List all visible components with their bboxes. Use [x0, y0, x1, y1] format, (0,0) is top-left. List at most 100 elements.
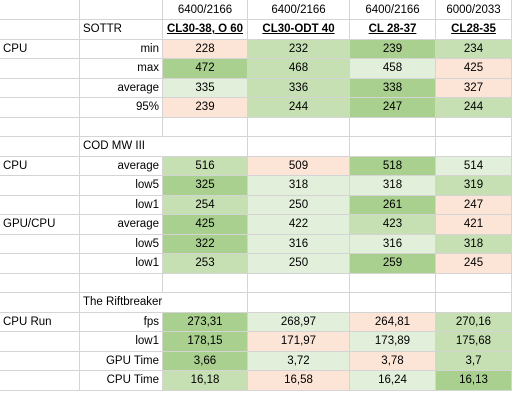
value-cell[interactable]: 318: [350, 176, 436, 196]
group-label-cell[interactable]: [0, 254, 80, 274]
value-cell[interactable]: 472: [163, 59, 248, 79]
value-cell[interactable]: 327: [436, 78, 512, 98]
value-cell[interactable]: 253: [163, 254, 248, 274]
value-cell[interactable]: 244: [436, 98, 512, 118]
cell-empty[interactable]: [163, 293, 248, 313]
value-cell[interactable]: 318: [248, 176, 350, 196]
value-cell[interactable]: 16,13: [436, 371, 512, 391]
cell-empty[interactable]: [80, 0, 163, 20]
value-cell[interactable]: 247: [436, 195, 512, 215]
value-cell[interactable]: 509: [248, 156, 350, 176]
value-cell[interactable]: 316: [248, 234, 350, 254]
game-title-cell[interactable]: The Riftbreaker: [80, 293, 163, 313]
group-label-cell[interactable]: [0, 59, 80, 79]
metric-label-cell[interactable]: low5: [80, 176, 163, 196]
value-cell[interactable]: 319: [436, 176, 512, 196]
value-cell[interactable]: 171,97: [248, 332, 350, 352]
value-cell[interactable]: 268,97: [248, 312, 350, 332]
value-cell[interactable]: 335: [163, 78, 248, 98]
cell-empty[interactable]: [0, 273, 80, 293]
value-cell[interactable]: 322: [163, 234, 248, 254]
value-cell[interactable]: 250: [248, 254, 350, 274]
value-cell[interactable]: 3,72: [248, 351, 350, 371]
group-label-cell[interactable]: [0, 351, 80, 371]
value-cell[interactable]: 325: [163, 176, 248, 196]
metric-label-cell[interactable]: low1: [80, 254, 163, 274]
value-cell[interactable]: 3,66: [163, 351, 248, 371]
config-frequency-cell[interactable]: 6400/2166: [163, 0, 248, 20]
cell-empty[interactable]: [80, 273, 163, 293]
value-cell[interactable]: 3,78: [350, 351, 436, 371]
metric-label-cell[interactable]: low1: [80, 195, 163, 215]
group-label-cell[interactable]: CPU: [0, 39, 80, 59]
value-cell[interactable]: 247: [350, 98, 436, 118]
metric-label-cell[interactable]: 95%: [80, 98, 163, 118]
value-cell[interactable]: 516: [163, 156, 248, 176]
value-cell[interactable]: 338: [350, 78, 436, 98]
value-cell[interactable]: 232: [248, 39, 350, 59]
game-title-cell[interactable]: SOTTR: [80, 20, 163, 40]
cell-empty[interactable]: [350, 117, 436, 137]
metric-label-cell[interactable]: fps: [80, 312, 163, 332]
config-frequency-cell[interactable]: 6400/2166: [248, 0, 350, 20]
cell-empty[interactable]: [248, 117, 350, 137]
value-cell[interactable]: 336: [248, 78, 350, 98]
cell-empty[interactable]: [248, 137, 350, 157]
group-label-cell[interactable]: [0, 371, 80, 391]
cell-empty[interactable]: [350, 137, 436, 157]
cell-empty[interactable]: [0, 137, 80, 157]
value-cell[interactable]: 425: [163, 215, 248, 235]
value-cell[interactable]: 3,7: [436, 351, 512, 371]
value-cell[interactable]: 316: [350, 234, 436, 254]
config-frequency-cell[interactable]: 6000/2033: [436, 0, 512, 20]
group-label-cell[interactable]: CPU: [0, 156, 80, 176]
cell-empty[interactable]: [248, 273, 350, 293]
value-cell[interactable]: 244: [248, 98, 350, 118]
cell-empty[interactable]: [436, 293, 512, 313]
value-cell[interactable]: 261: [350, 195, 436, 215]
config-timing-cell[interactable]: CL30-38, O 60: [163, 20, 248, 40]
group-label-cell[interactable]: [0, 176, 80, 196]
value-cell[interactable]: 16,18: [163, 371, 248, 391]
value-cell[interactable]: 425: [436, 59, 512, 79]
value-cell[interactable]: 514: [436, 156, 512, 176]
metric-label-cell[interactable]: GPU Time: [80, 351, 163, 371]
value-cell[interactable]: 228: [163, 39, 248, 59]
config-timing-cell[interactable]: CL30-ODT 40: [248, 20, 350, 40]
group-label-cell[interactable]: [0, 195, 80, 215]
config-timing-cell[interactable]: CL28-35: [436, 20, 512, 40]
value-cell[interactable]: 273,31: [163, 312, 248, 332]
metric-label-cell[interactable]: max: [80, 59, 163, 79]
metric-label-cell[interactable]: average: [80, 78, 163, 98]
group-label-cell[interactable]: [0, 78, 80, 98]
group-label-cell[interactable]: [0, 332, 80, 352]
cell-empty[interactable]: [163, 117, 248, 137]
value-cell[interactable]: 173,89: [350, 332, 436, 352]
game-title-cell[interactable]: COD MW III: [80, 137, 163, 157]
cell-empty[interactable]: [350, 293, 436, 313]
value-cell[interactable]: 423: [350, 215, 436, 235]
metric-label-cell[interactable]: min: [80, 39, 163, 59]
config-timing-cell[interactable]: CL 28-37: [350, 20, 436, 40]
value-cell[interactable]: 234: [436, 39, 512, 59]
value-cell[interactable]: 468: [248, 59, 350, 79]
metric-label-cell[interactable]: CPU Time: [80, 371, 163, 391]
value-cell[interactable]: 518: [350, 156, 436, 176]
cell-empty[interactable]: [163, 273, 248, 293]
value-cell[interactable]: 178,15: [163, 332, 248, 352]
cell-empty[interactable]: [163, 137, 248, 157]
group-label-cell[interactable]: [0, 234, 80, 254]
cell-empty[interactable]: [0, 117, 80, 137]
value-cell[interactable]: 458: [350, 59, 436, 79]
cell-empty[interactable]: [436, 117, 512, 137]
group-label-cell[interactable]: CPU Run: [0, 312, 80, 332]
value-cell[interactable]: 259: [350, 254, 436, 274]
cell-empty[interactable]: [350, 273, 436, 293]
value-cell[interactable]: 264,81: [350, 312, 436, 332]
value-cell[interactable]: 254: [163, 195, 248, 215]
cell-empty[interactable]: [0, 0, 80, 20]
value-cell[interactable]: 245: [436, 254, 512, 274]
value-cell[interactable]: 239: [350, 39, 436, 59]
value-cell[interactable]: 421: [436, 215, 512, 235]
value-cell[interactable]: 16,58: [248, 371, 350, 391]
